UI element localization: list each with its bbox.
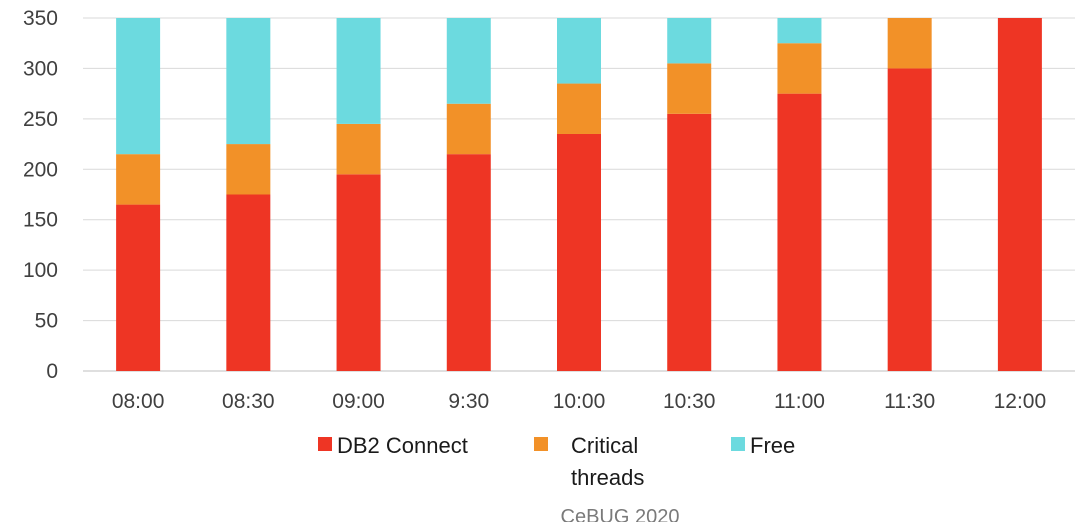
- x-tick-label: 10:00: [553, 390, 606, 413]
- bar-critical-threads-08-00: [116, 154, 161, 205]
- y-tick-label: 0: [46, 360, 58, 383]
- bar-free-11-00: [777, 18, 822, 44]
- x-tick-label: 9:30: [448, 390, 489, 413]
- bar-db2-connect-11-30: [887, 68, 932, 371]
- bar-free-9-30: [446, 18, 491, 104]
- legend-swatch-critical-threads: [534, 437, 548, 451]
- legend-label-free: Free: [750, 433, 795, 458]
- legend-label-threads: threads: [571, 465, 644, 490]
- x-tick-label: 12:00: [994, 390, 1047, 413]
- bar-db2-connect-9-30: [446, 154, 491, 371]
- bar-free-10-00: [557, 18, 601, 84]
- bar-db2-connect-12-00: [997, 18, 1042, 371]
- x-axis: 08:00 08:30 09:00 9:30 10:00 10:30 11:00 11:30 1…: [112, 390, 1046, 413]
- y-tick-label: 300: [23, 57, 58, 80]
- bar-critical-threads-11-30: [887, 18, 932, 69]
- y-tick-label: 350: [23, 7, 58, 30]
- footer-text: CeBUG 2020: [561, 506, 680, 522]
- y-tick-label: 200: [23, 158, 58, 181]
- legend-swatch-db2-connect: [318, 437, 332, 451]
- bar-critical-threads-11-00: [777, 43, 822, 94]
- bar-db2-connect-10-30: [667, 113, 712, 372]
- bar-critical-threads-08-30: [226, 144, 271, 195]
- y-tick-label: 150: [23, 209, 58, 232]
- x-tick-label: 08:30: [222, 390, 275, 413]
- x-tick-label: 10:30: [663, 390, 716, 413]
- bar-free-08-00: [116, 18, 161, 155]
- bar-free-09-00: [336, 18, 381, 124]
- bars: [116, 18, 1042, 372]
- bar-db2-connect-11-00: [777, 93, 822, 372]
- bar-free-10-30: [667, 18, 712, 64]
- bar-critical-threads-10-00: [557, 83, 601, 134]
- legend-label-critical: Critical: [571, 433, 638, 458]
- x-tick-label: 08:00: [112, 390, 165, 413]
- bar-db2-connect-08-00: [116, 204, 161, 371]
- legend: DB2 Connect Critical threads Free: [318, 433, 795, 490]
- y-axis: 0 50 100 150 200 250 300 350: [23, 7, 58, 383]
- bar-free-08-30: [226, 18, 271, 145]
- bar-critical-threads-10-30: [667, 63, 712, 114]
- legend-label-db2-connect: DB2 Connect: [337, 433, 468, 458]
- bar-critical-threads-9-30: [446, 103, 491, 155]
- bar-db2-connect-10-00: [557, 133, 601, 371]
- bar-critical-threads-09-00: [336, 123, 381, 175]
- y-tick-label: 50: [35, 310, 58, 333]
- x-tick-label: 11:30: [884, 390, 935, 413]
- legend-swatch-free: [731, 437, 745, 451]
- bar-db2-connect-08-30: [226, 194, 271, 371]
- bar-db2-connect-09-00: [336, 174, 381, 371]
- x-tick-label: 09:00: [332, 390, 385, 413]
- y-tick-label: 250: [23, 108, 58, 131]
- x-tick-label: 11:00: [774, 390, 825, 413]
- y-tick-label: 100: [23, 259, 58, 282]
